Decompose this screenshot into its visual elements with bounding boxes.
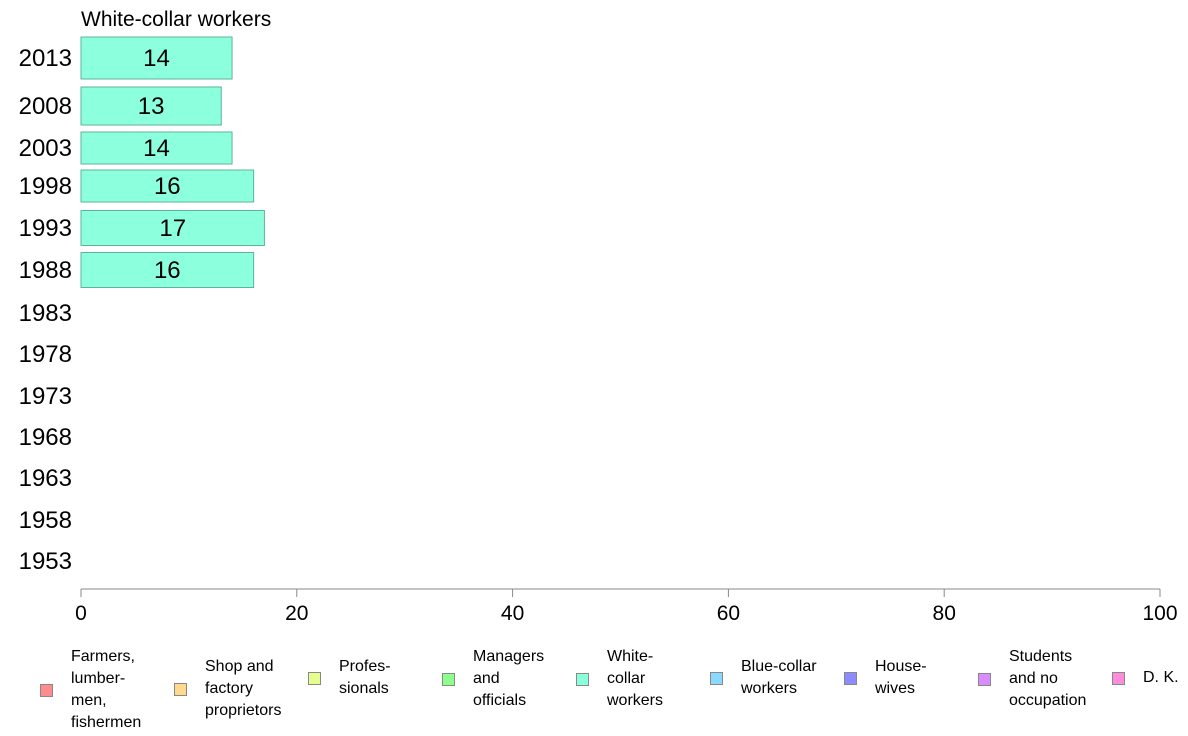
y-tick-label-1978: 1978 (19, 341, 72, 368)
legend-label: Blue-collar workers (741, 658, 817, 697)
legend-item: D. K. (1112, 667, 1179, 689)
y-tick-label-1998: 1998 (19, 173, 72, 200)
legend-swatch (442, 672, 455, 686)
legend-label: Profes- sionals (339, 658, 391, 697)
legend-item: Shop and factory proprietors (174, 656, 281, 722)
data-label-1993: 17 (159, 215, 186, 242)
legend-item: Managers and officials (442, 646, 544, 712)
legend-swatch (1112, 671, 1125, 685)
x-tick-label-20: 20 (285, 602, 308, 625)
x-tick-label-60: 60 (717, 602, 740, 625)
bar-1998 (80, 169, 255, 203)
legend: Farmers, lumber- men, fishermen Shop and … (0, 646, 1188, 731)
legend-swatch (40, 683, 53, 697)
legend-swatch (710, 671, 723, 685)
y-tick-label-1983: 1983 (19, 300, 72, 327)
data-label-2008: 13 (138, 93, 165, 120)
bar-1993 (80, 210, 265, 246)
data-label-1998: 16 (154, 173, 181, 200)
x-tick-label-40: 40 (501, 602, 524, 625)
y-tick-label-1953: 1953 (19, 548, 72, 575)
legend-label: Shop and factory proprietors (205, 658, 282, 719)
y-tick-label-2008: 2008 (19, 93, 72, 120)
legend-label: D. K. (1143, 669, 1179, 686)
bar-2003 (80, 131, 233, 165)
legend-label: House- wives (875, 658, 927, 697)
data-label-1988: 16 (154, 257, 181, 284)
x-tick-label-0: 0 (75, 602, 87, 625)
x-tick-label-80: 80 (933, 602, 956, 625)
x-tick-label-100: 100 (1142, 602, 1177, 625)
y-tick-label-2003: 2003 (19, 135, 72, 162)
legend-swatch (844, 671, 857, 685)
legend-swatch (308, 671, 321, 685)
legend-item: Profes- sionals (308, 656, 391, 700)
y-tick-label-2013: 2013 (19, 45, 72, 72)
bar-chart: White-collar workers 14 13 14 16 17 16 2013 20… (19, 8, 1178, 625)
bar-2008 (80, 86, 222, 126)
y-tick-label-1973: 1973 (19, 383, 72, 410)
legend-label: Farmers, lumber- men, fishermen (71, 648, 142, 731)
chart-title: White-collar workers (81, 8, 271, 31)
legend-swatch (576, 672, 589, 686)
data-label-2003: 14 (143, 135, 170, 162)
legend-item: Farmers, lumber- men, fishermen (40, 646, 141, 734)
legend-label: Managers and officials (473, 648, 545, 709)
y-tick-label-1988: 1988 (19, 257, 72, 284)
legend-label: White- collar workers (607, 648, 664, 709)
y-tick-label-1968: 1968 (19, 424, 72, 451)
data-label-2013: 14 (143, 45, 170, 72)
legend-label: Students and no occupation (1009, 648, 1087, 709)
legend-swatch (174, 682, 187, 696)
legend-swatch (978, 672, 991, 686)
bar-1988 (80, 252, 255, 288)
legend-item: House- wives (844, 656, 927, 700)
y-tick-label-1963: 1963 (19, 465, 72, 492)
bar-2013 (80, 36, 233, 80)
legend-item: White- collar workers (576, 646, 663, 712)
y-tick-label-1958: 1958 (19, 507, 72, 534)
legend-item: Blue-collar workers (710, 656, 817, 700)
legend-item: Students and no occupation (978, 646, 1086, 712)
y-tick-label-1993: 1993 (19, 215, 72, 242)
